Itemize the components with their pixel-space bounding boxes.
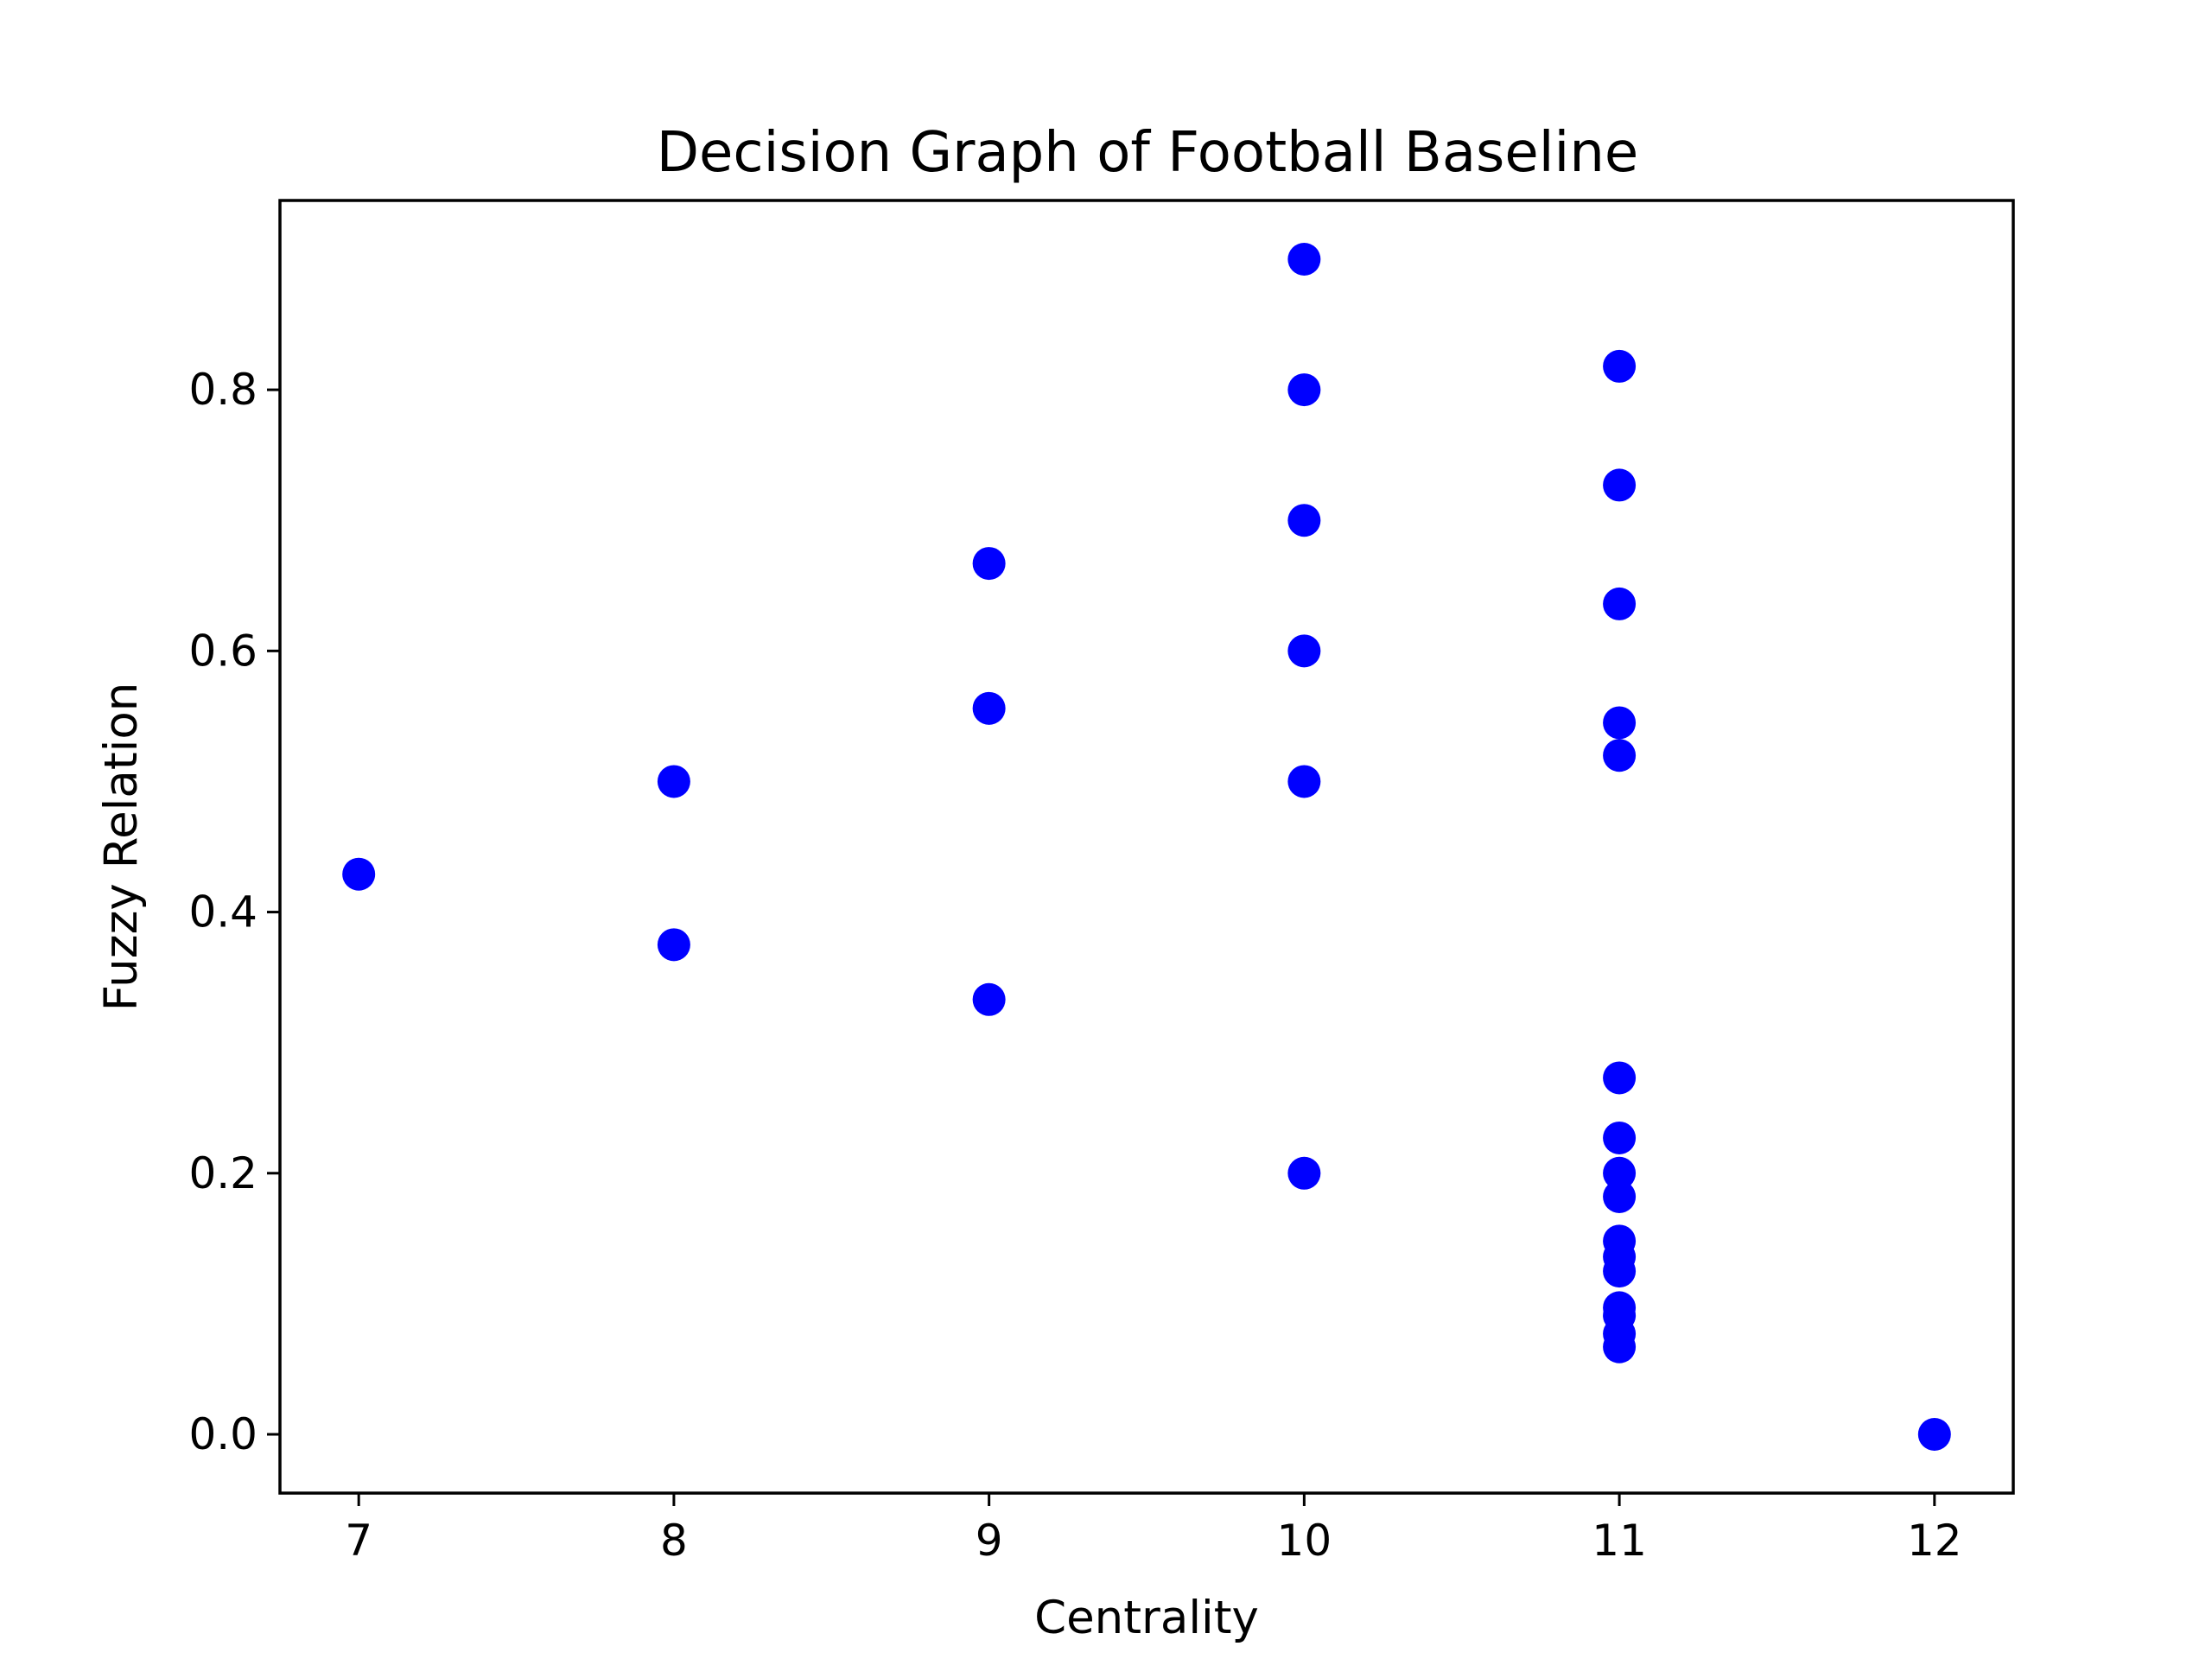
data-point: [1287, 504, 1321, 537]
data-point: [972, 691, 1006, 725]
y-tick-label: 0.8: [188, 365, 257, 415]
x-tick-label: 9: [976, 1516, 1003, 1566]
x-tick-label: 8: [660, 1516, 688, 1566]
x-axis-label: Centrality: [1034, 1592, 1259, 1644]
data-point: [1287, 1156, 1321, 1190]
data-point: [972, 547, 1006, 581]
y-axis-ticks: 0.0 0.2 0.4 0.6 0.8: [188, 365, 280, 1459]
data-point: [657, 765, 690, 798]
y-tick-label: 0.2: [188, 1148, 257, 1198]
y-tick-label: 0.0: [188, 1409, 257, 1459]
data-point: [1603, 1061, 1637, 1095]
x-axis-ticks: 7 8 9 10 11 12: [345, 1493, 1962, 1566]
data-point: [1287, 765, 1321, 798]
data-point: [1287, 373, 1321, 407]
x-tick-label: 10: [1277, 1516, 1332, 1566]
data-point: [1603, 587, 1637, 620]
data-point: [342, 857, 376, 891]
data-point: [1917, 1418, 1951, 1451]
data-point: [972, 982, 1006, 1016]
data-point: [1603, 739, 1637, 772]
y-tick-label: 0.6: [188, 626, 257, 676]
data-point: [1603, 468, 1637, 502]
y-tick-label: 0.4: [188, 887, 257, 938]
x-tick-label: 7: [345, 1516, 372, 1566]
data-point: [1603, 1179, 1637, 1213]
y-axis-label: Fuzzy Relation: [95, 683, 148, 1012]
x-tick-label: 11: [1592, 1516, 1647, 1566]
data-point: [1603, 1156, 1637, 1190]
data-point: [1603, 349, 1637, 383]
data-point: [1287, 243, 1321, 276]
data-point: [1603, 1121, 1637, 1154]
chart-title: Decision Graph of Football Baseline: [657, 121, 1639, 185]
plot-frame: [278, 199, 2015, 1495]
data-point: [1287, 634, 1321, 668]
data-point: [1603, 1330, 1637, 1363]
data-point: [657, 928, 690, 962]
data-point: [1603, 706, 1637, 740]
data-point: [1603, 1255, 1637, 1288]
data-points: [342, 243, 1951, 1451]
x-tick-label: 12: [1907, 1516, 1962, 1566]
